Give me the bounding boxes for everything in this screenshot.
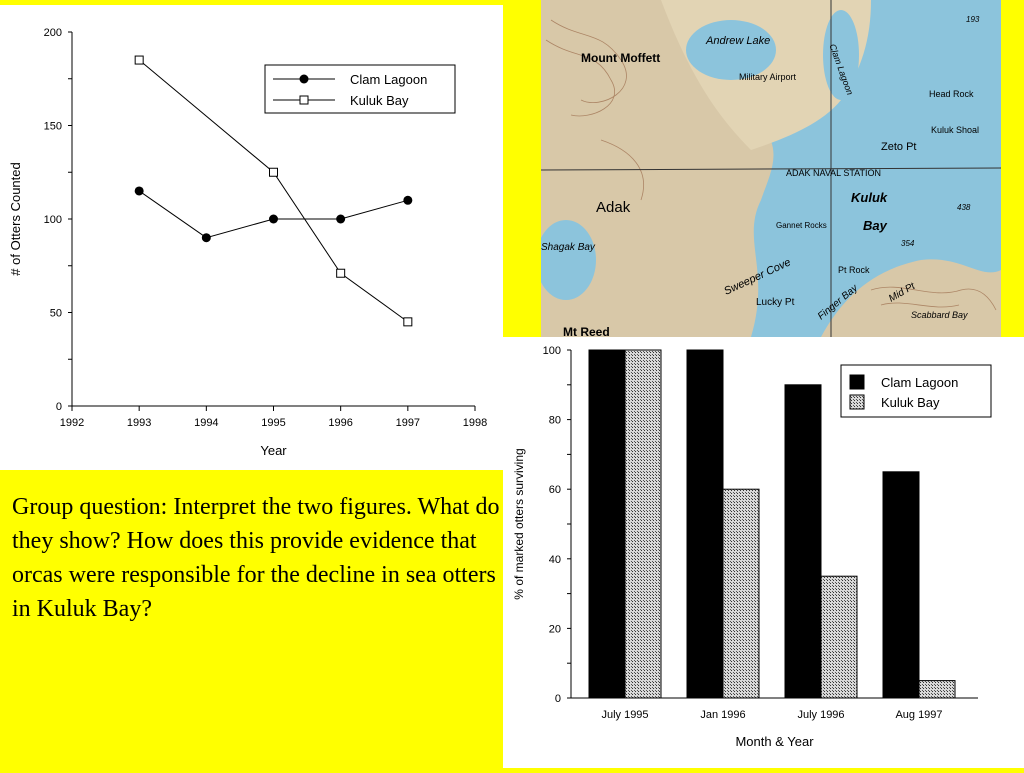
x-tick-label: 1992	[60, 417, 84, 429]
series-line-0	[138, 190, 408, 239]
map-label-mt-reed: Mt Reed	[563, 325, 610, 337]
map-label-andrew-lake: Andrew Lake	[705, 35, 770, 47]
map-depth-438: 438	[957, 203, 971, 212]
map-label-military-airport: Military Airport	[739, 72, 797, 82]
line-chart: 0 50 100 150 200 1992 1993 1994 1995 1996 1997 1998…	[8, 27, 487, 458]
y-tick-label: 0	[555, 693, 561, 705]
map-depth-354: 354	[901, 239, 915, 248]
y-tick-label: 150	[44, 121, 62, 133]
x-tick-label: 1996	[328, 417, 352, 429]
map-contours	[545, 19, 997, 311]
x-tick-label: July 1996	[797, 709, 844, 721]
legend-box	[264, 64, 456, 114]
bar-kuluk-bay	[820, 575, 858, 699]
legend-marker	[299, 74, 309, 84]
legend-box	[840, 364, 992, 418]
series-line-1	[138, 59, 409, 323]
map-label-kuluk-shoal: Kuluk Shoal	[931, 125, 979, 135]
legend-label: Clam Lagoon	[350, 72, 427, 87]
legend-label: Kuluk Bay	[350, 93, 409, 108]
data-point	[269, 214, 278, 224]
x-tick-label: Aug 1997	[895, 709, 942, 721]
bar-chart: 0 20 40 60 80 100 July 1995 Jan 1996 July 1996 Au…	[512, 345, 992, 749]
bar-kuluk-bay	[918, 680, 956, 699]
y-tick-label: 100	[543, 345, 561, 357]
legend-marker	[299, 95, 309, 105]
map-label-mount-moffett: Mount Moffett	[581, 51, 660, 65]
y-tick-label: 80	[549, 415, 561, 427]
bar-clam-lagoon	[686, 349, 724, 699]
data-point	[134, 186, 144, 196]
bar-kuluk-bay	[722, 488, 760, 699]
x-tick-label: 1997	[396, 417, 420, 429]
line-chart-panel: 0 50 100 150 200 1992 1993 1994 1995 1996 1997 1998…	[0, 5, 503, 470]
map-grid-lines	[541, 0, 1001, 337]
data-point	[336, 214, 346, 224]
topographic-map: Mount Moffett Andrew Lake Military Airpo…	[541, 0, 1001, 337]
legend-label: Kuluk Bay	[881, 395, 940, 410]
data-point	[403, 317, 413, 327]
map-lake-andrew	[686, 20, 776, 80]
map-label-shagak-bay: Shagak Bay	[541, 242, 596, 253]
data-point	[336, 268, 346, 278]
y-axis-label: % of marked otters surviving	[512, 448, 526, 599]
y-tick-label: 20	[549, 623, 561, 635]
data-point	[403, 195, 413, 205]
y-tick-label: 40	[549, 554, 561, 566]
map-label-zeto-pt: Zeto Pt	[881, 141, 916, 153]
x-axis-label: Year	[260, 443, 287, 458]
legend-swatch	[849, 374, 865, 390]
map-panel: Mount Moffett Andrew Lake Military Airpo…	[541, 0, 1001, 337]
y-axis-label: # of Otters Counted	[8, 162, 23, 275]
data-point	[134, 55, 144, 65]
map-depth-193: 193	[966, 15, 980, 24]
x-tick-label: July 1995	[601, 709, 648, 721]
y-tick-label: 100	[44, 214, 62, 226]
legend-swatch	[849, 394, 865, 410]
map-lagoon-clam	[823, 10, 859, 100]
data-point	[269, 167, 278, 177]
bar-clam-lagoon	[882, 471, 920, 699]
map-label-scabbard-bay: Scabbard Bay	[911, 310, 968, 320]
x-axis-label: Month & Year	[735, 734, 814, 749]
map-label-adak-naval-station: ADAK NAVAL STATION	[786, 168, 881, 178]
y-tick-label: 50	[50, 308, 62, 320]
map-bay-shagak	[541, 220, 596, 300]
x-tick-label: 1994	[194, 417, 218, 429]
map-label-pt-rock: Pt Rock	[838, 265, 870, 275]
y-tick-label: 60	[549, 484, 561, 496]
x-tick-label: 1993	[127, 417, 151, 429]
bar-clam-lagoon	[784, 384, 822, 699]
group-question: Group question: Interpret the two figure…	[12, 494, 500, 622]
map-label-adak: Adak	[596, 199, 631, 216]
legend-label: Clam Lagoon	[881, 375, 958, 390]
map-label-head-rock: Head Rock	[929, 89, 974, 99]
x-tick-label: 1998	[463, 417, 487, 429]
map-land-south	[821, 259, 1001, 337]
map-label-bay: Bay	[863, 218, 888, 233]
x-tick-label: 1995	[261, 417, 285, 429]
map-land-west	[541, 0, 774, 337]
map-label-lucky-pt: Lucky Pt	[756, 297, 795, 308]
map-label-gannet-rocks: Gannet Rocks	[776, 221, 827, 230]
x-tick-label: Jan 1996	[700, 709, 745, 721]
y-tick-label: 0	[56, 401, 62, 413]
data-point	[201, 233, 211, 243]
bar-kuluk-bay	[624, 349, 662, 699]
bar-chart-panel: 0 20 40 60 80 100 July 1995 Jan 1996 July 1996 Au…	[503, 337, 1024, 768]
map-label-kuluk: Kuluk	[851, 190, 888, 205]
bar-clam-lagoon	[588, 349, 626, 699]
y-tick-label: 200	[44, 27, 62, 39]
